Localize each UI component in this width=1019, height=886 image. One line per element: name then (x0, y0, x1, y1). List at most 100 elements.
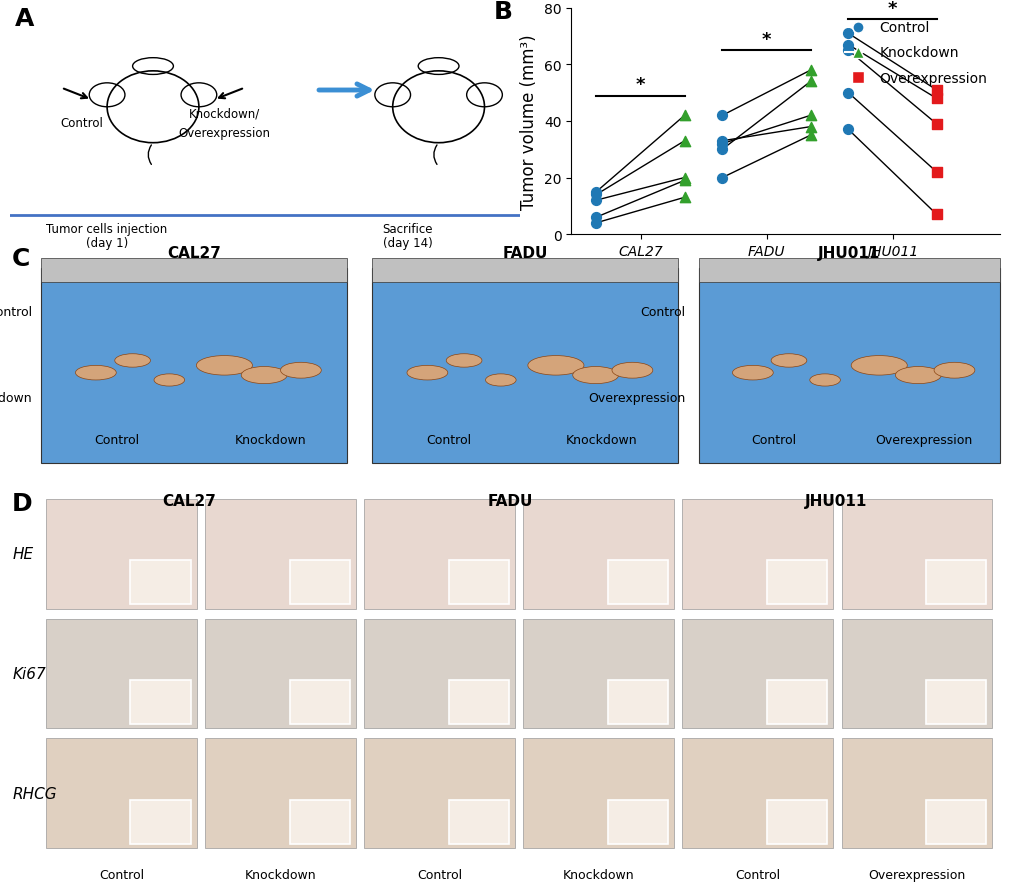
Point (802, 120, 818, 135)
Text: C: C (12, 246, 31, 270)
Text: Control: Control (417, 868, 462, 882)
Bar (205, 618, 356, 728)
Text: Control: Control (95, 433, 140, 447)
Bar (766, 561, 826, 604)
Point (840, 123, 856, 137)
Bar (841, 618, 991, 728)
Point (588, 216, 604, 230)
Ellipse shape (407, 366, 447, 381)
Point (676, 135, 692, 149)
Bar (523, 499, 674, 609)
Text: *: * (635, 76, 645, 94)
Point (840, 27, 856, 42)
Bar (607, 680, 667, 724)
Bar (289, 680, 350, 724)
Text: CAL27: CAL27 (167, 245, 220, 260)
Bar (925, 680, 985, 724)
Ellipse shape (242, 367, 287, 385)
Bar (682, 739, 833, 848)
Point (713, 143, 730, 157)
Bar (289, 800, 350, 843)
Point (802, 64, 818, 78)
Ellipse shape (770, 354, 806, 368)
Point (927, 92, 944, 106)
Bar (372, 259, 678, 284)
Text: Knockdown: Knockdown (0, 391, 33, 404)
Text: FADU: FADU (502, 245, 547, 260)
Bar (925, 800, 985, 843)
Text: RHCG: RHCG (12, 786, 57, 801)
Text: JHU011: JHU011 (804, 494, 867, 509)
Point (802, 109, 818, 123)
Text: A: A (15, 7, 35, 31)
Y-axis label: Tumor volume (mm³): Tumor volume (mm³) (520, 35, 538, 209)
Text: Knockdown: Knockdown (562, 868, 634, 882)
Text: Control: Control (751, 433, 796, 447)
Text: Control: Control (426, 433, 471, 447)
Point (588, 185, 604, 199)
Point (713, 171, 730, 185)
Text: CAL27: CAL27 (162, 494, 215, 509)
Text: FADU: FADU (487, 494, 532, 509)
Point (840, 44, 856, 58)
Bar (130, 800, 191, 843)
Ellipse shape (573, 367, 619, 385)
Point (713, 137, 730, 152)
Text: Knockdown: Knockdown (234, 433, 306, 447)
Point (840, 87, 856, 101)
Bar (841, 739, 991, 848)
Bar (698, 268, 999, 463)
Text: B: B (493, 0, 513, 24)
Point (802, 128, 818, 143)
Bar (607, 561, 667, 604)
Point (713, 109, 730, 123)
Text: JHU011: JHU011 (817, 245, 879, 260)
Point (676, 109, 692, 123)
Ellipse shape (115, 354, 151, 368)
Point (676, 191, 692, 206)
Text: Overexpression: Overexpression (867, 868, 965, 882)
Bar (682, 499, 833, 609)
Text: Control: Control (99, 868, 144, 882)
Text: *: * (887, 0, 897, 18)
Ellipse shape (485, 375, 516, 386)
Text: Knockdown/: Knockdown/ (189, 107, 260, 120)
Ellipse shape (851, 356, 907, 376)
Text: Control: Control (640, 306, 685, 319)
Text: Overexpression: Overexpression (588, 391, 685, 404)
Text: Ki67: Ki67 (12, 666, 46, 681)
Bar (448, 800, 508, 843)
Ellipse shape (154, 375, 184, 386)
Point (588, 188, 604, 202)
Ellipse shape (196, 356, 253, 376)
Bar (523, 618, 674, 728)
Bar (607, 800, 667, 843)
Bar (46, 499, 197, 609)
Text: Control: Control (0, 306, 33, 319)
Ellipse shape (809, 375, 840, 386)
Text: *: * (761, 31, 770, 49)
Point (802, 75, 818, 89)
Text: D: D (12, 491, 33, 516)
Bar (41, 268, 346, 463)
Bar (130, 680, 191, 724)
Point (676, 171, 692, 185)
Point (676, 174, 692, 188)
Ellipse shape (895, 367, 941, 385)
Text: Control: Control (60, 117, 103, 129)
Point (713, 135, 730, 149)
Text: Tumor cells injection: Tumor cells injection (47, 222, 167, 236)
Text: Knockdown: Knockdown (566, 433, 637, 447)
Bar (925, 561, 985, 604)
Bar (766, 680, 826, 724)
Bar (523, 739, 674, 848)
Bar (130, 561, 191, 604)
Bar (364, 499, 515, 609)
Bar (205, 499, 356, 609)
Bar (46, 739, 197, 848)
Ellipse shape (280, 363, 321, 378)
Text: (day 1): (day 1) (86, 237, 128, 250)
Ellipse shape (732, 366, 772, 381)
Bar (364, 739, 515, 848)
Point (927, 208, 944, 222)
